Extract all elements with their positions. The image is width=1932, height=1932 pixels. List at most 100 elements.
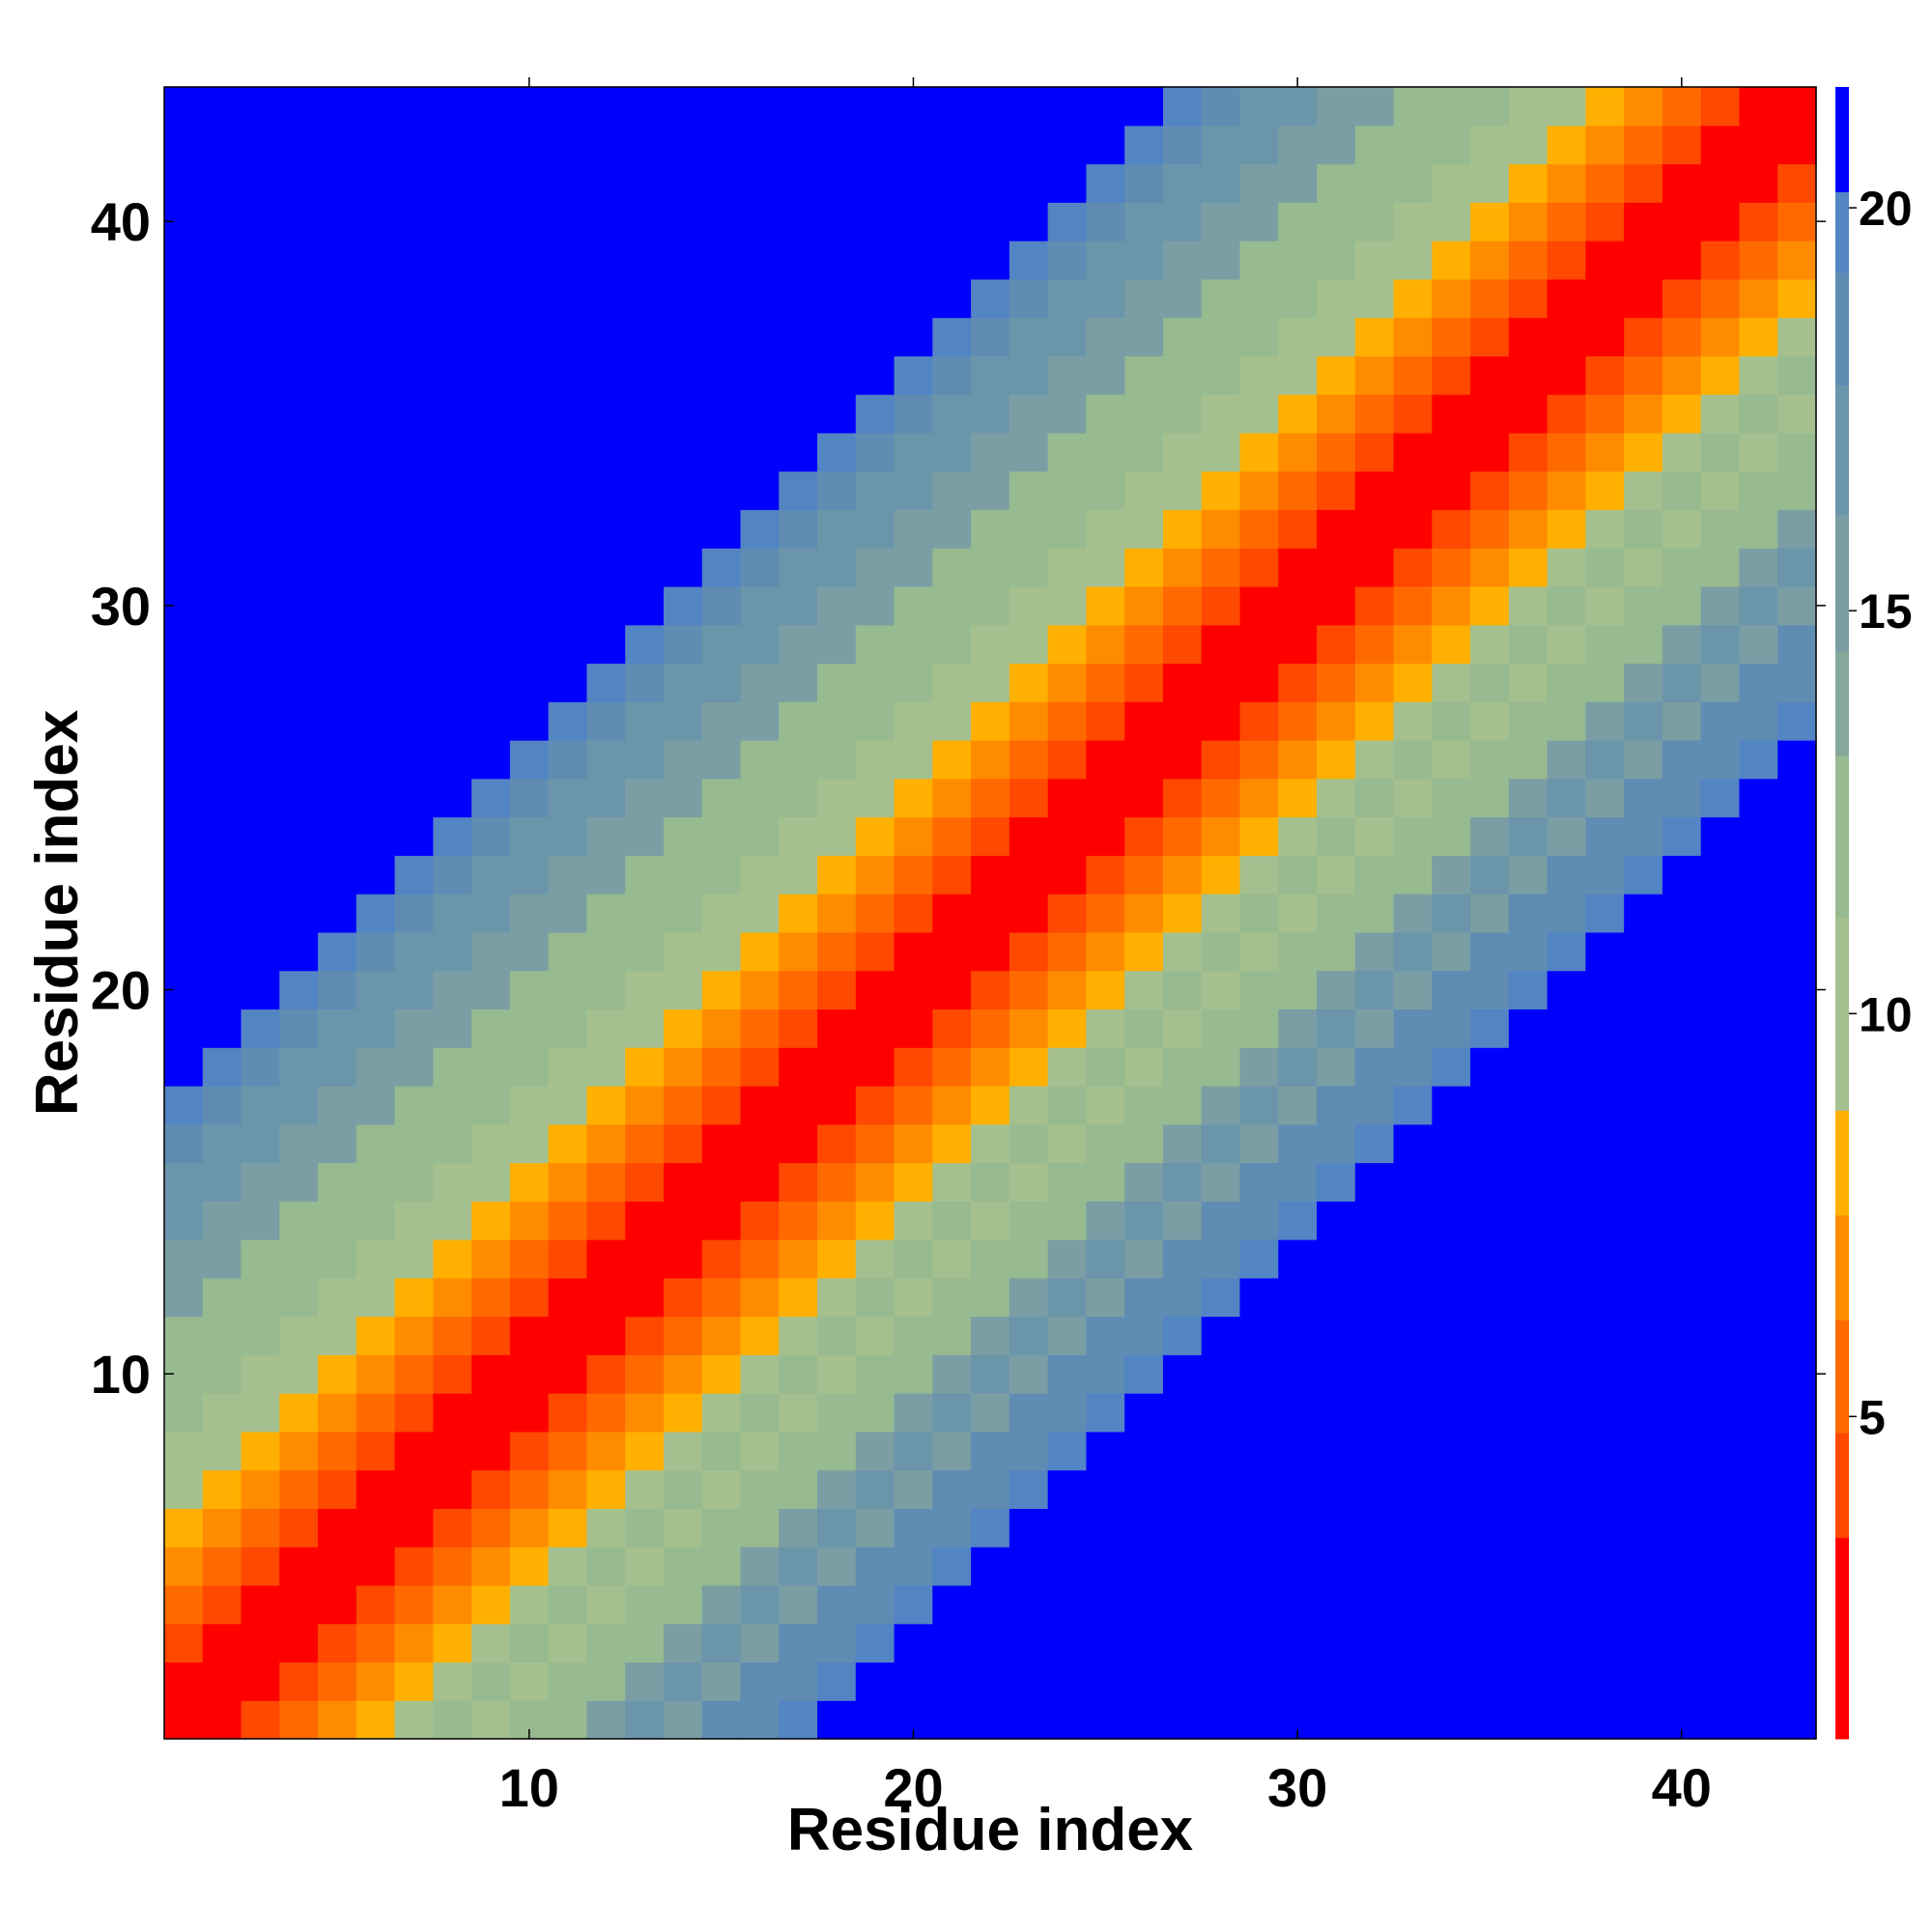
heatmap-cell bbox=[509, 701, 550, 741]
heatmap-cell bbox=[1624, 1700, 1663, 1740]
heatmap-cell bbox=[1432, 894, 1471, 933]
heatmap-cell bbox=[1508, 470, 1548, 511]
heatmap-cell bbox=[1585, 1393, 1625, 1433]
heatmap-cell bbox=[355, 931, 396, 972]
heatmap-cell bbox=[1162, 1393, 1203, 1433]
heatmap-cell bbox=[1508, 931, 1548, 972]
heatmap-cell bbox=[740, 778, 780, 818]
heatmap-cell bbox=[1777, 278, 1817, 319]
heatmap-cell bbox=[548, 87, 588, 127]
heatmap-cell bbox=[586, 855, 626, 895]
heatmap-cell bbox=[1393, 278, 1433, 319]
heatmap-cell bbox=[1278, 778, 1318, 818]
heatmap-cell bbox=[1624, 1085, 1663, 1125]
heatmap-cell bbox=[241, 1508, 280, 1548]
heatmap-cell bbox=[1354, 1201, 1395, 1240]
heatmap-cell bbox=[1009, 894, 1049, 933]
heatmap-cell bbox=[817, 278, 857, 319]
heatmap-cell bbox=[817, 1700, 857, 1740]
heatmap-cell bbox=[1700, 816, 1741, 856]
heatmap-cell bbox=[625, 432, 665, 472]
heatmap-cell bbox=[855, 163, 895, 203]
heatmap-cell bbox=[471, 548, 511, 587]
heatmap-cell bbox=[779, 317, 818, 356]
heatmap-cell bbox=[548, 1239, 588, 1279]
heatmap-cell bbox=[1009, 931, 1049, 972]
heatmap-cell bbox=[1009, 470, 1049, 511]
heatmap-cell bbox=[355, 1584, 396, 1625]
colorbar-segment bbox=[1835, 87, 1849, 192]
heatmap-cell bbox=[586, 1584, 626, 1625]
heatmap-cell bbox=[1162, 1623, 1203, 1663]
heatmap-cell bbox=[1124, 1469, 1164, 1509]
heatmap-cell bbox=[586, 816, 626, 856]
heatmap-cell bbox=[1239, 1662, 1279, 1701]
heatmap-cell bbox=[817, 1393, 857, 1433]
heatmap-cell bbox=[932, 278, 972, 319]
heatmap-cell bbox=[1547, 470, 1586, 511]
heatmap-cell bbox=[1508, 1316, 1548, 1355]
heatmap-cell bbox=[1585, 1662, 1625, 1701]
heatmap-cell bbox=[1547, 740, 1586, 780]
heatmap-cell bbox=[202, 317, 242, 356]
heatmap-cell bbox=[701, 394, 742, 434]
heatmap-cell bbox=[1624, 278, 1663, 319]
heatmap-cell bbox=[1278, 548, 1318, 587]
heatmap-cell bbox=[817, 816, 857, 856]
heatmap-cell bbox=[1662, 202, 1702, 242]
heatmap-cell bbox=[1393, 701, 1433, 741]
heatmap-cell bbox=[1317, 1239, 1356, 1279]
heatmap-cell bbox=[164, 317, 204, 356]
heatmap-cell bbox=[394, 1047, 434, 1087]
heatmap-cell bbox=[625, 970, 665, 1010]
heatmap-cell bbox=[1777, 125, 1817, 165]
heatmap-cell bbox=[1547, 1662, 1586, 1701]
heatmap-cell bbox=[1162, 970, 1203, 1010]
heatmap-cell bbox=[1124, 1316, 1164, 1355]
heatmap-cell bbox=[817, 1239, 857, 1279]
heatmap-cell bbox=[1124, 1123, 1164, 1164]
heatmap-cell bbox=[663, 163, 703, 203]
heatmap-cell bbox=[1393, 663, 1433, 702]
heatmap-cell bbox=[548, 241, 588, 280]
heatmap-cell bbox=[817, 87, 857, 127]
heatmap-cell bbox=[433, 1047, 472, 1087]
heatmap-cell bbox=[1739, 1623, 1778, 1663]
heatmap-cell bbox=[433, 970, 472, 1010]
colorbar-tick-label: 20 bbox=[1859, 182, 1913, 236]
heatmap-cell bbox=[1777, 1547, 1817, 1586]
heatmap-cell bbox=[1278, 241, 1318, 280]
heatmap-cell bbox=[241, 241, 280, 280]
heatmap-cell bbox=[1508, 663, 1548, 702]
heatmap-cell bbox=[1086, 970, 1125, 1010]
heatmap-cell bbox=[1239, 1623, 1279, 1663]
heatmap-cell bbox=[1278, 816, 1318, 856]
heatmap-cell bbox=[625, 816, 665, 856]
heatmap-cell bbox=[1470, 1662, 1510, 1701]
heatmap-cell bbox=[1086, 701, 1125, 741]
heatmap-cell bbox=[1547, 87, 1586, 127]
heatmap-cell bbox=[1700, 1201, 1741, 1240]
heatmap-cell bbox=[1162, 1239, 1203, 1279]
heatmap-cell bbox=[548, 1201, 588, 1240]
heatmap-cell bbox=[1432, 548, 1471, 587]
heatmap-cell bbox=[279, 1277, 319, 1318]
heatmap-cell bbox=[1508, 125, 1548, 165]
heatmap-cell bbox=[1470, 509, 1510, 549]
heatmap-cell bbox=[548, 1700, 588, 1740]
heatmap-cell bbox=[971, 701, 1010, 741]
heatmap-cell bbox=[1317, 163, 1356, 203]
heatmap-cell bbox=[663, 1354, 703, 1394]
heatmap-cell bbox=[241, 663, 280, 702]
heatmap-cell bbox=[1547, 278, 1586, 319]
heatmap-cell bbox=[701, 778, 742, 818]
heatmap-cell bbox=[1239, 970, 1279, 1010]
heatmap-cell bbox=[433, 1123, 472, 1164]
heatmap-cell bbox=[279, 1431, 319, 1471]
heatmap-cell bbox=[471, 1354, 511, 1394]
heatmap-cell bbox=[663, 241, 703, 280]
heatmap-cell bbox=[164, 125, 204, 165]
heatmap-cell bbox=[279, 778, 319, 818]
heatmap-cell bbox=[1393, 1316, 1433, 1355]
heatmap-cell bbox=[1662, 816, 1702, 856]
